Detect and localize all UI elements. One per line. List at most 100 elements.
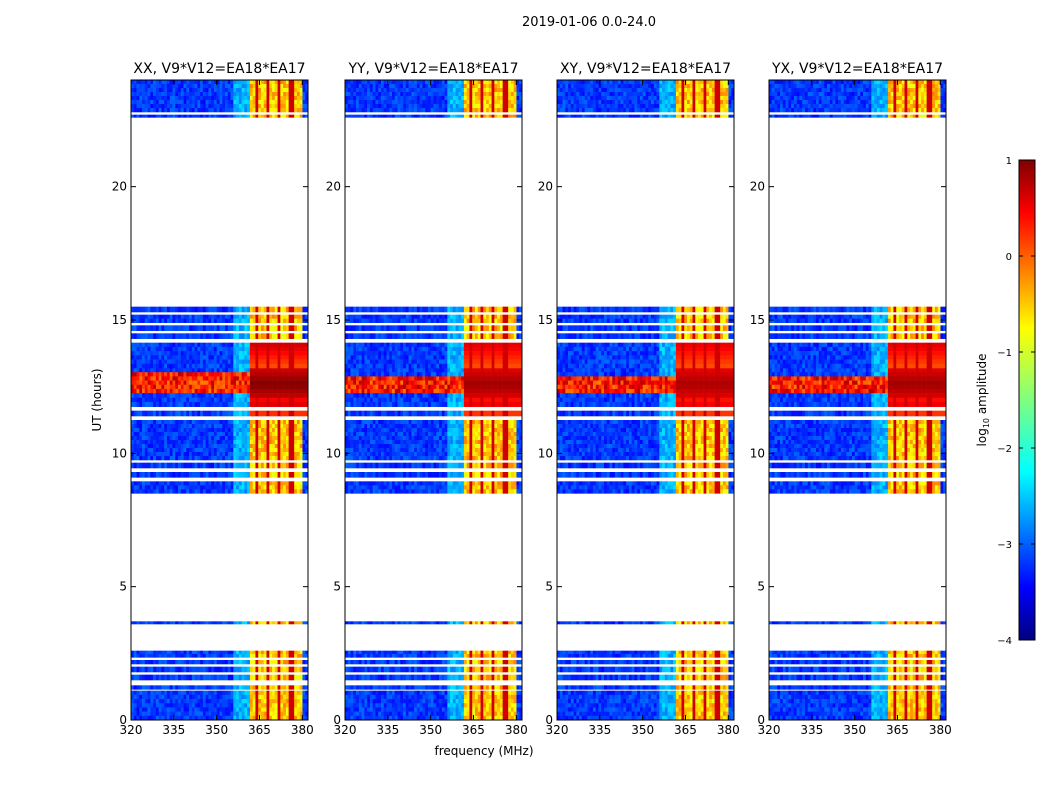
heatmap-cell xyxy=(269,444,272,448)
heatmap-cell xyxy=(217,436,220,440)
heatmap-cell xyxy=(286,381,289,385)
heatmap-cell xyxy=(255,489,258,493)
heatmap-cell xyxy=(222,372,225,376)
heatmap-cell xyxy=(236,444,239,448)
heatmap-cell xyxy=(167,667,170,673)
heatmap-cell xyxy=(242,411,245,417)
heatmap-cell xyxy=(264,485,267,489)
heatmap-cell xyxy=(384,699,387,703)
heatmap-cell xyxy=(181,703,184,707)
heatmap-cell xyxy=(181,88,184,92)
heatmap-cell xyxy=(178,436,181,440)
heatmap-cell xyxy=(189,108,192,112)
heatmap-cell xyxy=(258,695,261,699)
heatmap-cell xyxy=(294,707,297,711)
heatmap-cell xyxy=(206,319,209,323)
heatmap-cell xyxy=(250,84,253,88)
heatmap-cell xyxy=(250,343,253,348)
heatmap-cell xyxy=(453,707,456,711)
heatmap-cell xyxy=(197,489,200,493)
heatmap-cell xyxy=(170,397,173,402)
heatmap-cell xyxy=(217,368,220,372)
heatmap-cell xyxy=(503,699,506,703)
heatmap-cell xyxy=(439,695,442,699)
heatmap-cell xyxy=(244,351,247,356)
heatmap-cell xyxy=(189,393,192,397)
heatmap-cell xyxy=(184,654,187,658)
heatmap-cell xyxy=(200,695,203,699)
heatmap-cell xyxy=(222,654,225,658)
heatmap-cell xyxy=(286,376,289,380)
heatmap-cell xyxy=(178,372,181,376)
heatmap-cell xyxy=(156,463,159,469)
heatmap-cell xyxy=(264,699,267,703)
heatmap-cell xyxy=(228,88,231,92)
heatmap-cell xyxy=(200,315,203,319)
heatmap-cell xyxy=(403,472,406,478)
heatmap-cell xyxy=(261,84,264,88)
heatmap-cell xyxy=(275,376,278,380)
heatmap-cell xyxy=(217,695,220,699)
heatmap-cell xyxy=(206,685,209,689)
heatmap-cell xyxy=(142,84,145,88)
heatmap-cell xyxy=(217,675,220,681)
heatmap-cell xyxy=(142,376,145,380)
heatmap-cell xyxy=(289,88,292,92)
heatmap-cell xyxy=(297,347,300,352)
heatmap-cell xyxy=(225,88,228,92)
heatmap-cell xyxy=(283,691,286,695)
heatmap-cell xyxy=(228,372,231,376)
heatmap-cell xyxy=(167,699,170,703)
heatmap-cell xyxy=(145,489,148,493)
heatmap-cell xyxy=(172,315,175,319)
heatmap-cell xyxy=(492,703,495,707)
heatmap-cell xyxy=(447,675,450,681)
heatmap-cell xyxy=(189,654,192,658)
heatmap-cell xyxy=(467,667,470,673)
heatmap-cell xyxy=(297,115,300,118)
heatmap-cell xyxy=(406,675,409,681)
heatmap-cell xyxy=(289,691,292,695)
heatmap-cell xyxy=(264,432,267,436)
heatmap-cell xyxy=(181,360,184,365)
heatmap-cell xyxy=(228,440,231,444)
heatmap-cell xyxy=(297,397,300,402)
heatmap-cell xyxy=(489,695,492,699)
heatmap-cell xyxy=(164,660,167,664)
heatmap-cell xyxy=(278,307,281,313)
heatmap-cell xyxy=(353,691,356,695)
heatmap-cell xyxy=(159,84,162,88)
heatmap-cell xyxy=(186,651,189,655)
heatmap-cell xyxy=(464,707,467,711)
heatmap-cell xyxy=(275,393,278,397)
heatmap-cell xyxy=(200,463,203,469)
heatmap-cell xyxy=(244,393,247,397)
heatmap-cell xyxy=(255,660,258,664)
heatmap-cell xyxy=(153,351,156,356)
heatmap-cell xyxy=(200,436,203,440)
heatmap-cell xyxy=(294,347,297,352)
heatmap-cell xyxy=(181,315,184,319)
heatmap-cell xyxy=(164,307,167,313)
heatmap-cell xyxy=(370,675,373,681)
heatmap-cell xyxy=(189,699,192,703)
heatmap-cell xyxy=(247,108,250,112)
heatmap-cell xyxy=(175,420,178,424)
heatmap-cell xyxy=(453,654,456,658)
heatmap-cell xyxy=(148,88,151,92)
heatmap-cell xyxy=(458,712,461,716)
heatmap-cell xyxy=(247,463,250,469)
heatmap-cell xyxy=(236,654,239,658)
heatmap-cell xyxy=(411,472,414,478)
heatmap-cell xyxy=(159,621,162,624)
heatmap-cell xyxy=(406,712,409,716)
heatmap-cell xyxy=(214,699,217,703)
heatmap-cell xyxy=(378,621,381,624)
heatmap-cell xyxy=(189,397,192,402)
heatmap-cell xyxy=(159,372,162,376)
heatmap-cell xyxy=(148,381,151,385)
heatmap-cell xyxy=(192,444,195,448)
panel-2: YY, V9*V12=EA18*EA17320 335 350 365 38005101… xyxy=(326,61,528,737)
heatmap-cell xyxy=(261,489,264,493)
heatmap-cell xyxy=(378,699,381,703)
